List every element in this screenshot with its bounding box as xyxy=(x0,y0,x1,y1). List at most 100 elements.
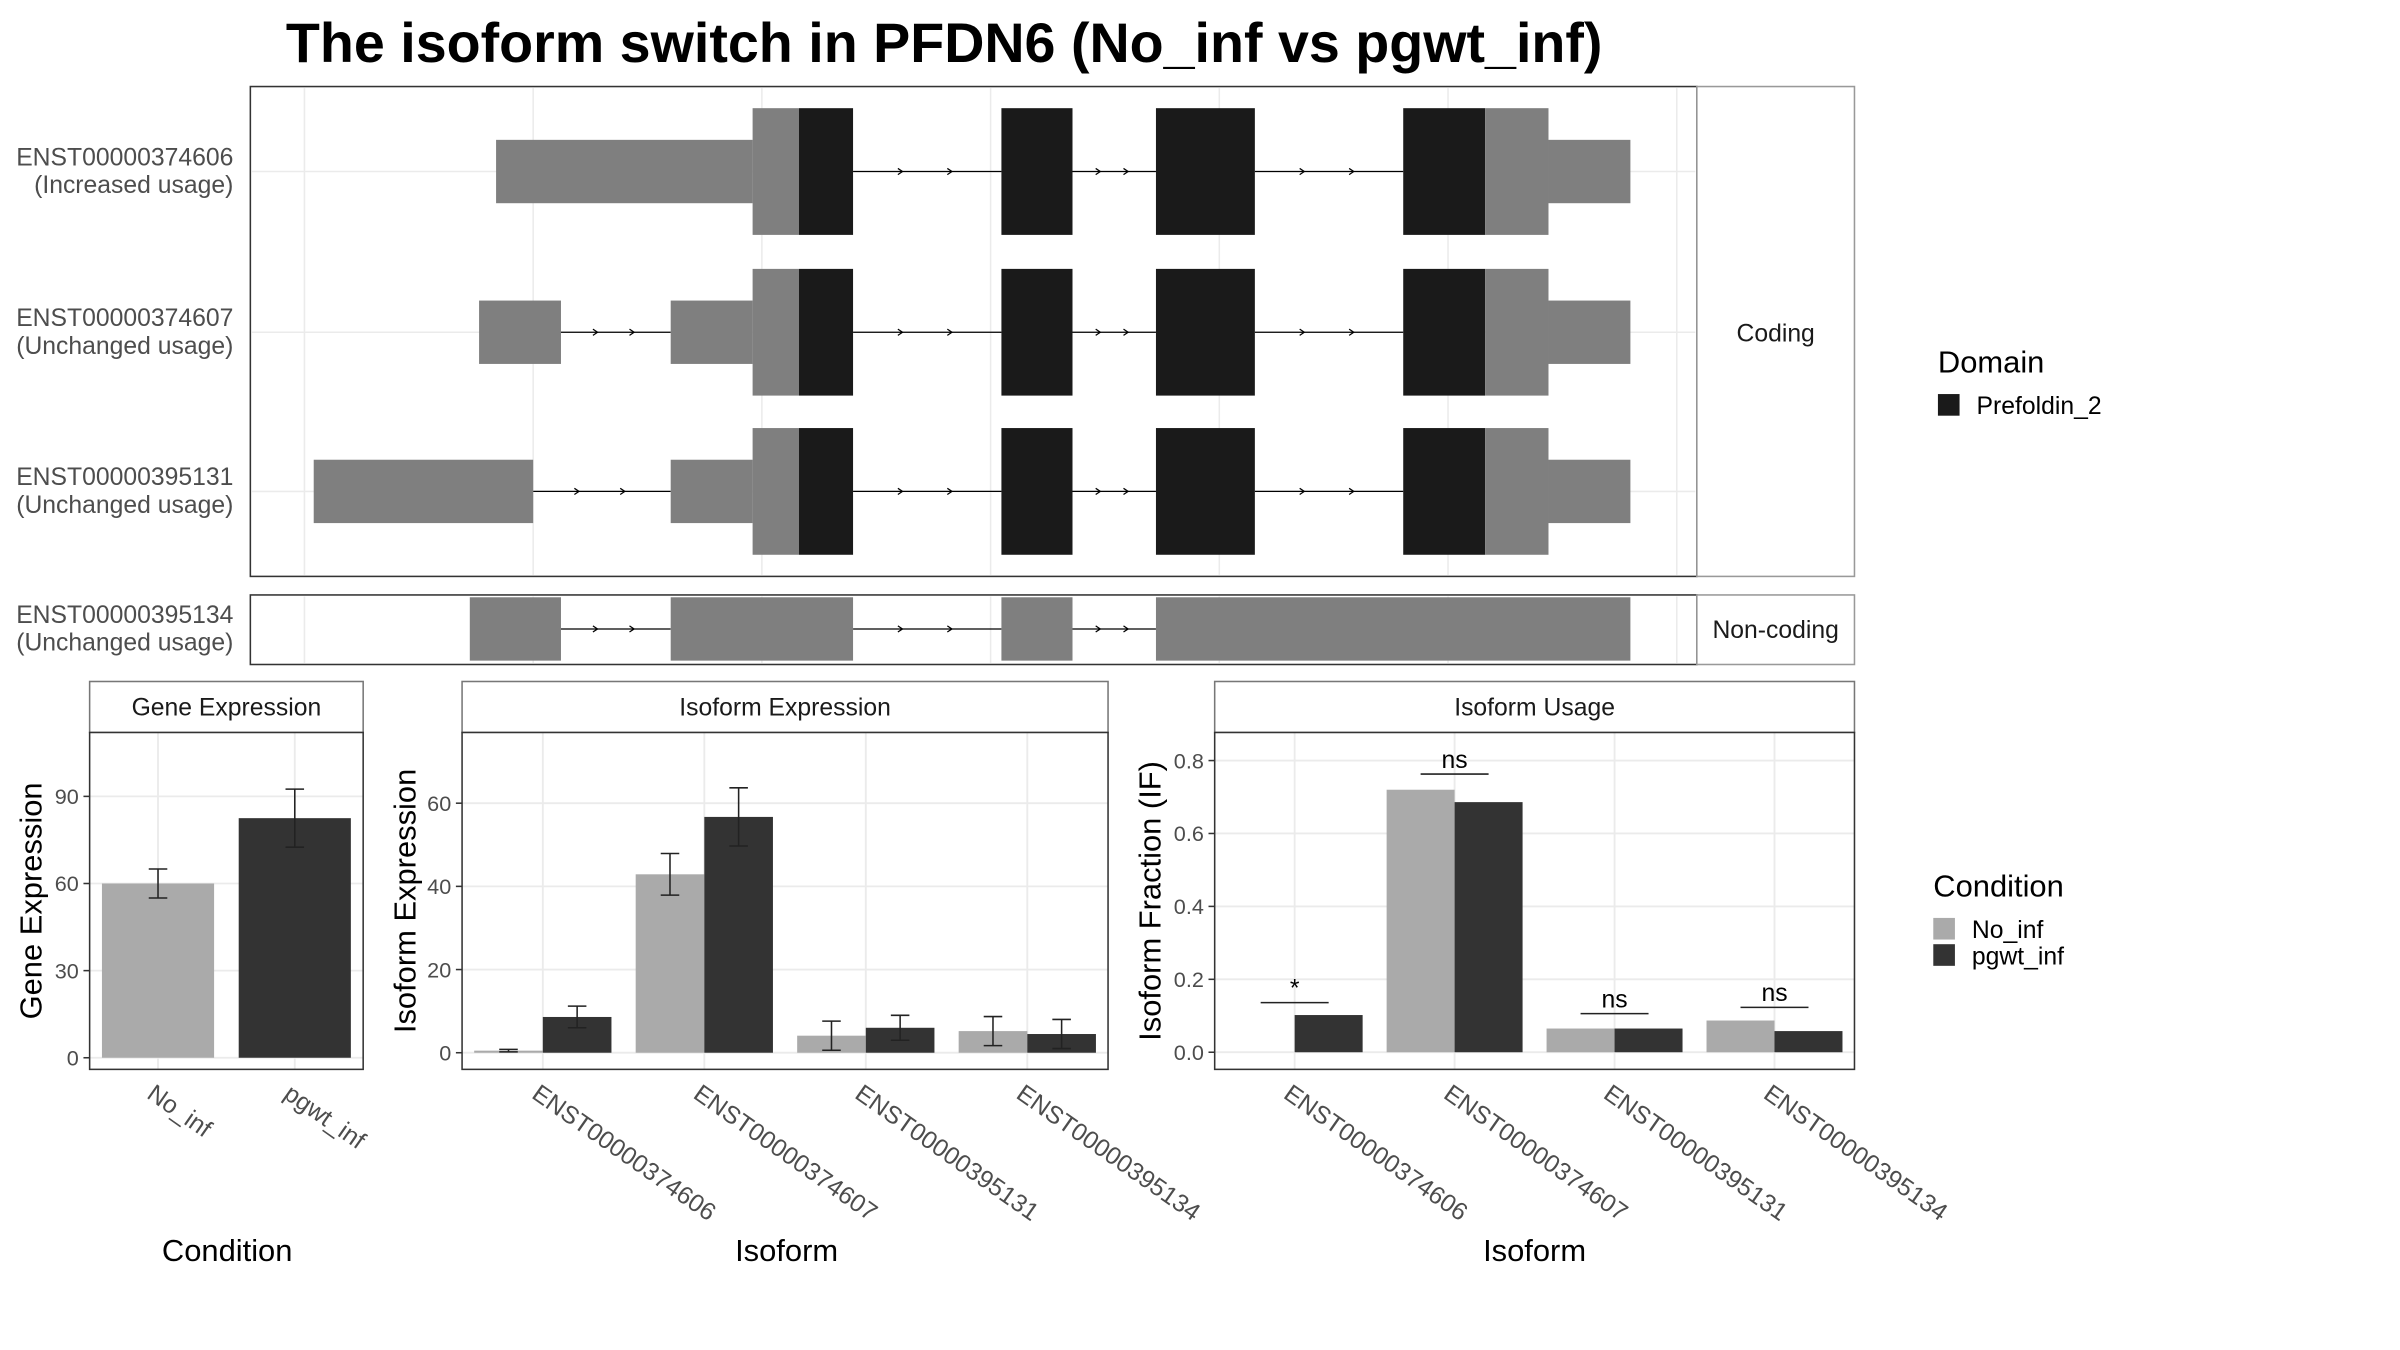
bar xyxy=(1614,1028,1683,1053)
intron-arrow xyxy=(1123,625,1130,633)
exon xyxy=(670,459,753,524)
domain-exon xyxy=(1155,428,1255,555)
exon xyxy=(1485,268,1549,396)
exon xyxy=(313,459,534,524)
y-tick-label: 0.8 xyxy=(1174,748,1204,773)
intron-arrow xyxy=(1299,487,1306,496)
x-tick-label: No_inf xyxy=(142,1080,216,1143)
legend-label: pgwt_inf xyxy=(1972,943,2064,970)
intron-arrow xyxy=(574,487,581,496)
exon xyxy=(469,597,561,661)
intron-arrow xyxy=(1123,487,1130,496)
y-axis-title: Isoform Fraction (IF) xyxy=(1133,761,1168,1041)
isoform-usage: (Increased usage) xyxy=(34,172,233,199)
bar xyxy=(1294,1015,1363,1053)
facet-label: Coding xyxy=(1736,321,1814,348)
exon xyxy=(1548,139,1631,204)
intron-arrow xyxy=(946,167,954,176)
y-tick-label: 0 xyxy=(439,1040,451,1065)
intron-arrow xyxy=(619,487,626,496)
bar xyxy=(238,818,351,1058)
intron-arrow xyxy=(1348,167,1355,176)
isoform-usage: (Unchanged usage) xyxy=(16,630,233,657)
legend-label: No_inf xyxy=(1972,917,2044,944)
bar xyxy=(1454,802,1523,1053)
domain-exon xyxy=(798,428,854,555)
y-axis-title: Gene Expression xyxy=(14,782,49,1019)
isoform-usage: (Unchanged usage) xyxy=(16,333,233,360)
y-tick-label: 0.4 xyxy=(1174,894,1204,919)
exon xyxy=(1155,597,1631,661)
plot-border xyxy=(1213,731,1856,1071)
error-bar xyxy=(499,1048,518,1053)
intron-arrow xyxy=(897,625,904,633)
intron-arrow xyxy=(897,167,904,176)
domain-exon xyxy=(1403,108,1486,235)
intron-arrow xyxy=(1299,328,1306,336)
intron-arrow xyxy=(1095,167,1102,176)
y-tick-label: 30 xyxy=(55,958,79,983)
y-tick-label: 40 xyxy=(427,874,451,899)
intron-arrow xyxy=(946,487,954,496)
plot-bg xyxy=(462,732,1109,1070)
panel-title: Isoform Expression xyxy=(679,694,891,721)
y-tick-label: 60 xyxy=(427,791,451,816)
bar xyxy=(1386,789,1455,1053)
domain-exon xyxy=(798,108,854,235)
significance-label: ns xyxy=(1601,986,1627,1013)
y-tick-label: 90 xyxy=(55,784,79,809)
exon xyxy=(670,597,854,661)
bar xyxy=(635,874,705,1053)
intron-arrow xyxy=(1299,167,1306,176)
x-axis-title: Isoform xyxy=(1483,1233,1586,1268)
intron-arrow xyxy=(897,487,904,496)
legend-key xyxy=(1933,917,1955,940)
error-bar xyxy=(729,787,748,847)
bar xyxy=(704,816,773,1053)
isoform-id: ENST00000395134 xyxy=(16,602,233,629)
bar xyxy=(101,883,215,1058)
domain-exon xyxy=(1403,428,1486,555)
x-axis-title: Isoform xyxy=(735,1233,838,1268)
error-bar xyxy=(1052,1018,1071,1050)
intron-arrow xyxy=(1348,328,1355,336)
error-bar xyxy=(822,1020,841,1052)
y-tick-label: 0 xyxy=(67,1045,79,1070)
domain-exon xyxy=(798,268,854,396)
intron-arrow xyxy=(1123,328,1130,336)
intron-arrow xyxy=(1095,487,1102,496)
bar xyxy=(1546,1028,1615,1053)
exon xyxy=(479,300,561,364)
intron-arrow xyxy=(592,625,599,633)
intron-arrow xyxy=(1123,167,1130,176)
intron-arrow xyxy=(946,625,954,633)
legend-key xyxy=(1933,944,1955,966)
y-tick-label: 0.6 xyxy=(1174,821,1204,846)
y-tick-label: 0.0 xyxy=(1174,1040,1204,1065)
isoform-id: ENST00000395131 xyxy=(16,464,233,491)
y-tick-label: 60 xyxy=(55,871,79,896)
domain-exon xyxy=(1001,108,1073,235)
exon xyxy=(670,300,753,364)
intron-arrow xyxy=(629,625,636,633)
plot-bg xyxy=(1214,732,1855,1070)
domain-exon xyxy=(1155,268,1255,396)
plot-border xyxy=(88,731,364,1071)
significance-label: ns xyxy=(1442,747,1468,774)
exon xyxy=(752,428,799,555)
x-tick-label: pgwt_inf xyxy=(279,1080,370,1155)
figure-title: The isoform switch in PFDN6 (No_inf vs p… xyxy=(286,12,1603,74)
significance-label: * xyxy=(1290,975,1300,1002)
error-bar xyxy=(567,1005,587,1029)
error-bar xyxy=(285,788,305,848)
facet-label: Non-coding xyxy=(1712,617,1838,644)
legend-title: Domain xyxy=(1938,344,2044,379)
domain-exon xyxy=(1155,108,1255,235)
strip xyxy=(1213,680,1856,734)
error-bar xyxy=(890,1014,910,1042)
intron-arrow xyxy=(1095,625,1102,633)
isoform-id: ENST00000374607 xyxy=(16,305,233,332)
coding-strip xyxy=(1696,85,1856,578)
legend-title: Condition xyxy=(1933,868,2064,903)
